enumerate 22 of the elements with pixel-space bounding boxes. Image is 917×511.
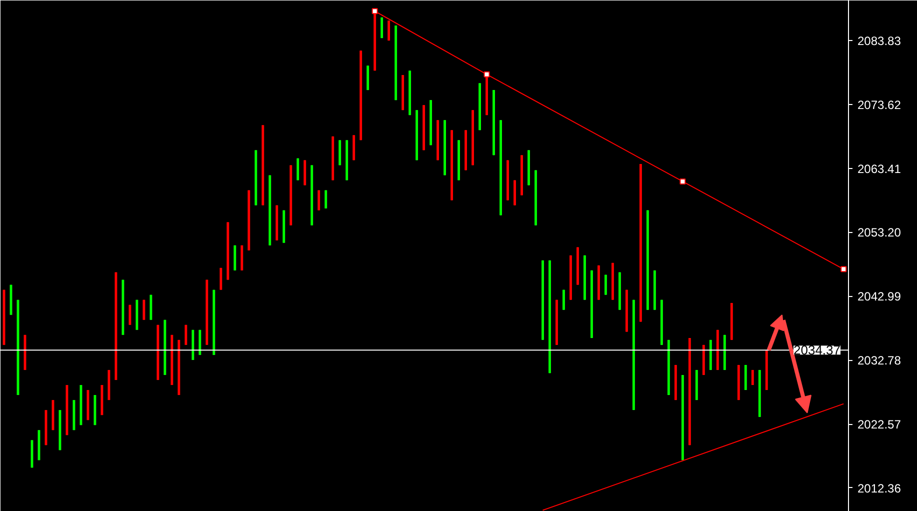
candlestick (318, 190, 320, 211)
y-tick-label: 2063.41 (858, 162, 902, 176)
ref-line-label: 2034.37 (794, 342, 841, 358)
candlestick (562, 289, 565, 310)
candlestick (142, 299, 146, 320)
y-tick-label: 2022.57 (858, 418, 902, 432)
point (484, 71, 490, 78)
candlestick (184, 324, 188, 346)
point (680, 178, 686, 184)
y-tick-label: 2053.20 (858, 226, 902, 240)
point (840, 266, 847, 272)
y-tick-label: 2073.62 (858, 98, 902, 112)
candlestick (324, 190, 328, 209)
candlestick (220, 267, 222, 290)
y-tick-label: 2012.36 (858, 481, 902, 496)
point (372, 8, 378, 14)
candlestick (128, 304, 132, 326)
y-tick-label: 2042.99 (858, 290, 902, 304)
y-tick-label: 2032.78 (858, 354, 902, 368)
y-tick-label: 2083.83 (858, 34, 902, 48)
candlestick (388, 20, 390, 42)
candlestick (604, 274, 607, 296)
